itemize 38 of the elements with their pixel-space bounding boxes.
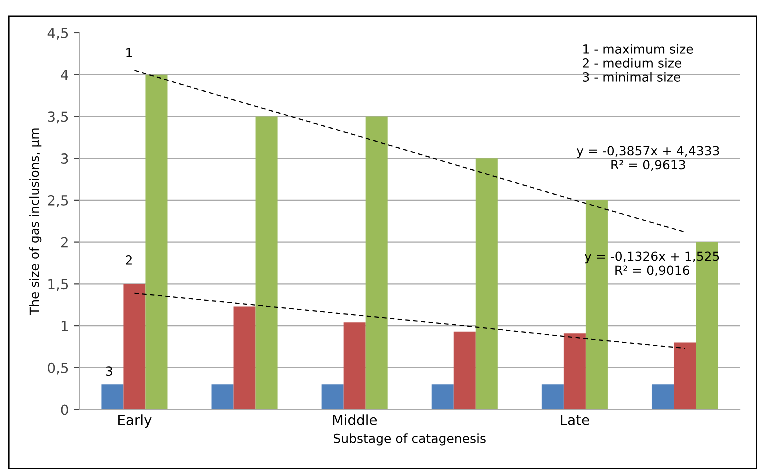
bar [322,384,344,410]
annotation: 1 - maximum size 2 - medium size 3 - minimal size [583,44,694,82]
bar [476,158,498,410]
x-tick-label: Middle [333,414,378,426]
annotation: y = -0,3857x + 4,4333 R² = 0,9613 [576,146,720,171]
x-axis-title: Substage of catagenesis [334,434,486,446]
bar [234,306,256,410]
bar [256,116,278,410]
x-tick-label: Early [118,414,152,428]
y-axis-title: The size of gas inclusions, µm [30,128,42,316]
y-tick-label: 1 [62,321,68,332]
bar [542,384,564,410]
bar [586,200,608,410]
annotation: 2 [126,256,132,265]
y-tick-label: 2,5 [48,195,68,208]
annotation: 1 [126,48,132,58]
y-tick-label: 4,5 [48,28,68,40]
y-tick-label: 4 [61,70,68,80]
bar [102,384,124,410]
bar [652,384,674,410]
bar [454,332,476,410]
y-tick-label: 3,5 [48,112,68,124]
annotation: 3 [106,366,112,376]
y-tick-label: 0,5 [48,362,68,375]
bar [124,284,146,410]
bar [212,384,234,410]
bar [344,322,366,410]
y-tick-label: 2 [61,237,68,248]
y-tick-label: 0 [61,404,68,416]
bar [146,74,168,410]
bar [564,334,586,410]
x-tick-label: Late [561,415,590,426]
bar [432,384,454,410]
y-tick-label: 1,5 [48,279,68,292]
line-series [134,292,686,350]
y-tick-label: 3 [62,154,68,164]
bar [674,342,696,410]
bar [366,116,388,410]
